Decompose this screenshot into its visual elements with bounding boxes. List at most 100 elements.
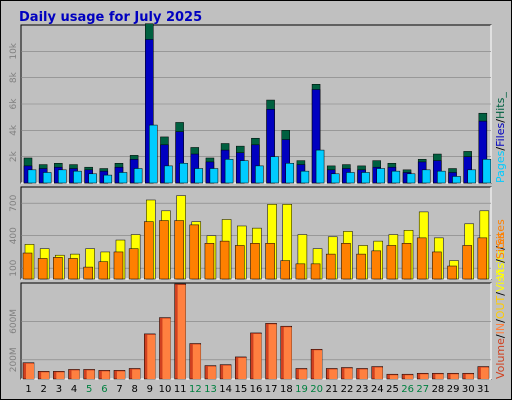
day-label-30: 30	[462, 384, 475, 395]
day-label-4: 4	[71, 384, 77, 395]
bar-volume-in-day-17	[268, 324, 277, 379]
bar-pages-day-5	[88, 173, 97, 184]
bar-sites-day-17	[265, 243, 275, 280]
bar-volume-in-day-4	[71, 370, 80, 379]
bar-pages-day-1	[27, 169, 37, 184]
bar-volume-in-day-14	[223, 365, 232, 379]
bar-sites-day-5	[83, 266, 93, 280]
day-label-8: 8	[132, 384, 138, 395]
bar-pages-day-28	[437, 170, 446, 184]
bar-sites-day-22	[341, 243, 351, 280]
day-label-12: 12	[189, 384, 202, 395]
bar-volume-in-day-3	[56, 372, 65, 379]
bar-volume-in-day-1	[26, 363, 34, 379]
bar-sites-day-13	[204, 243, 215, 280]
bar-pages-day-10	[164, 165, 173, 184]
bar-sites-day-10	[159, 220, 169, 280]
bar-volume-in-day-7	[116, 371, 125, 379]
bar-sites-day-20	[310, 263, 321, 280]
legend-hits-panel-part-1: /	[494, 147, 507, 151]
day-label-14: 14	[219, 384, 232, 395]
day-label-22: 22	[341, 384, 354, 395]
legend-visits-panel-part-2: Sites	[494, 219, 507, 246]
day-label-9: 9	[147, 384, 153, 395]
bar-sites-day-6	[98, 261, 109, 280]
legend-volume-panel-part-0: Volume	[494, 338, 507, 379]
bar-pages-day-8	[133, 168, 143, 184]
day-label-10: 10	[159, 384, 172, 395]
bar-pages-day-21	[330, 173, 340, 184]
bar-sites-day-9	[144, 221, 154, 280]
bar-sites-day-7	[113, 251, 124, 280]
bar-volume-in-day-8	[132, 369, 141, 379]
legend-hits-panel: Pages/Files/Hits_	[494, 92, 507, 183]
bar-sites-day-4	[68, 258, 78, 280]
y-tick-label-1-2: 700	[9, 194, 19, 211]
bar-pages-day-12	[194, 168, 204, 184]
y-tick-label-1-1: 400	[9, 227, 19, 244]
bar-sites-day-15	[235, 245, 245, 280]
day-label-19: 19	[295, 384, 308, 395]
legend-volume-panel-part-5: /	[494, 292, 507, 296]
legend-volume-panel-part-6: Visits	[494, 263, 507, 292]
bar-volume-in-day-27	[420, 374, 429, 379]
legend-volume-panel-part-4: OUT	[494, 295, 507, 319]
bar-sites-day-12	[189, 224, 200, 280]
day-label-16: 16	[250, 384, 263, 395]
day-label-3: 3	[56, 384, 62, 395]
bar-sites-day-26	[401, 243, 412, 280]
bar-sites-day-25	[386, 245, 397, 280]
bar-pages-day-2	[42, 172, 52, 184]
bar-sites-day-2	[37, 258, 48, 280]
bar-volume-in-day-16	[253, 333, 262, 379]
day-label-20: 20	[310, 384, 323, 395]
day-label-1: 1	[25, 384, 31, 395]
bar-volume-in-day-30	[465, 374, 474, 379]
bar-volume-in-day-2	[41, 372, 50, 379]
bar-pages-day-30	[467, 169, 476, 184]
y-tick-label-1-0: 100	[9, 259, 19, 276]
day-label-29: 29	[447, 384, 460, 395]
bar-pages-day-19	[300, 170, 310, 184]
bar-pages-day-7	[118, 172, 128, 184]
bar-pages-day-9	[149, 124, 158, 184]
legend-volume-panel: Volume/IN/OUT/Visits/Sites	[494, 232, 507, 379]
bar-sites-day-30	[462, 245, 472, 280]
bar-pages-day-13	[209, 168, 219, 184]
day-label-17: 17	[265, 384, 278, 395]
chart-title: Daily usage for July 2025	[19, 10, 202, 25]
day-label-23: 23	[356, 384, 369, 395]
legend-volume-panel-part-1: /	[494, 334, 507, 338]
day-label-27: 27	[416, 384, 429, 395]
day-label-11: 11	[174, 384, 187, 395]
bar-pages-day-3	[58, 169, 67, 184]
bar-pages-day-6	[103, 174, 113, 184]
day-label-31: 31	[477, 384, 490, 395]
legend-volume-panel-part-7: /	[494, 259, 507, 263]
day-label-7: 7	[116, 384, 122, 395]
legend-hits-panel-part-2: Files	[494, 122, 507, 146]
day-label-13: 13	[204, 384, 217, 395]
bar-volume-in-day-19	[298, 369, 307, 379]
bar-volume-in-day-6	[101, 371, 110, 379]
legend-hits-panel-part-4: Hits_	[494, 92, 507, 119]
bar-volume-in-day-5	[86, 370, 95, 379]
bar-pages-day-18	[285, 163, 294, 184]
legend-volume-panel-part-2: IN	[494, 323, 507, 334]
bar-volume-in-day-22	[344, 368, 353, 379]
y-tick-label-0-2: 6k	[9, 98, 19, 110]
y-tick-label-0-0: 2k	[9, 150, 19, 162]
bar-volume-in-day-26	[405, 375, 414, 379]
day-label-25: 25	[386, 384, 399, 395]
bar-sites-day-19	[295, 263, 306, 280]
day-label-15: 15	[234, 384, 247, 395]
bar-sites-day-11	[174, 220, 184, 280]
bar-volume-in-day-13	[207, 366, 216, 379]
bar-volume-in-day-28	[435, 374, 444, 379]
day-label-26: 26	[401, 384, 414, 395]
bar-pages-day-17	[270, 156, 279, 184]
bar-volume-in-day-9	[147, 334, 156, 379]
bar-sites-day-28	[432, 251, 442, 280]
legend-hits-panel-part-0: Pages	[494, 150, 507, 183]
